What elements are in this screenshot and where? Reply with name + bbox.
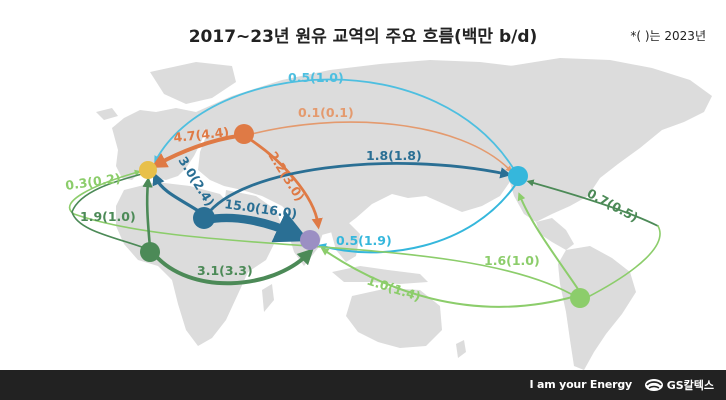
flow-line-sa-eu — [68, 169, 579, 299]
land-madagascar — [262, 284, 274, 312]
flow-label-me-na: 1.8(1.8) — [366, 148, 422, 163]
flow-label-na-as: 0.5(1.9) — [336, 233, 392, 248]
flow-label-mx-na: 0.7(0.5) — [585, 185, 641, 224]
brand-name: GS칼텍스 — [666, 379, 714, 392]
flow-line-me-eu — [152, 172, 202, 214]
region-nodes — [139, 124, 590, 308]
land-australia — [346, 288, 442, 348]
parenthesis-note: *( )는 2023년 — [630, 29, 706, 43]
land-central-america — [536, 218, 574, 250]
flow-line-sa-na-loop — [585, 225, 661, 299]
land-new-zealand — [456, 340, 466, 358]
flow-line-ru-eu — [150, 134, 240, 168]
flow-label-wa-as: 3.1(3.3) — [197, 263, 253, 278]
footer: I am your Energy GS칼텍스 — [0, 370, 726, 400]
land-europe — [112, 108, 206, 180]
node-russia — [234, 124, 254, 144]
flow-line-me-na — [204, 162, 512, 218]
flow-line-mx-na — [526, 179, 659, 227]
flow-label-na-eu: 0.5(1.0) — [288, 70, 344, 85]
land-iceland — [96, 108, 118, 120]
node-south-america — [570, 288, 590, 308]
flow-label-ru-na: 0.1(0.1) — [298, 105, 354, 120]
land-greenland — [150, 62, 236, 104]
node-middle-east — [193, 207, 215, 229]
brand-logo: GS칼텍스 — [644, 377, 714, 393]
flow-line-sa-as — [320, 247, 577, 308]
gs-logo-icon — [644, 379, 663, 391]
flow-label-sa-na: 1.6(1.0) — [484, 253, 540, 268]
flow-line-na-as — [318, 183, 517, 254]
flow-label-wa-eu: 1.9(1.0) — [80, 209, 136, 224]
land-japan — [424, 164, 440, 198]
flow-line-wa-eu-head — [142, 176, 153, 250]
land-south-america — [558, 246, 636, 370]
flow-label-sa-eu: 0.3(0.2) — [64, 170, 121, 193]
flow-line-wa-as — [152, 248, 314, 286]
page-title: 2017~23년 원유 교역의 주요 흐름(백만 b/d) — [188, 27, 538, 47]
node-asia — [300, 230, 320, 250]
flow-line-sa-na — [517, 192, 581, 293]
flow-line-wa-eu — [71, 173, 151, 251]
flow-label-ru-eu: 4.7(4.4) — [173, 124, 230, 145]
node-north-america — [508, 166, 528, 186]
node-europe — [139, 161, 157, 179]
node-west-africa — [140, 242, 160, 262]
land-africa — [116, 182, 274, 346]
footer-tagline: I am your Energy — [529, 378, 632, 391]
flow-line-ru-na — [243, 121, 513, 173]
flow-line-na-eu — [154, 78, 519, 177]
footer-bar — [0, 370, 726, 400]
flow-line-ru-as — [246, 136, 323, 230]
